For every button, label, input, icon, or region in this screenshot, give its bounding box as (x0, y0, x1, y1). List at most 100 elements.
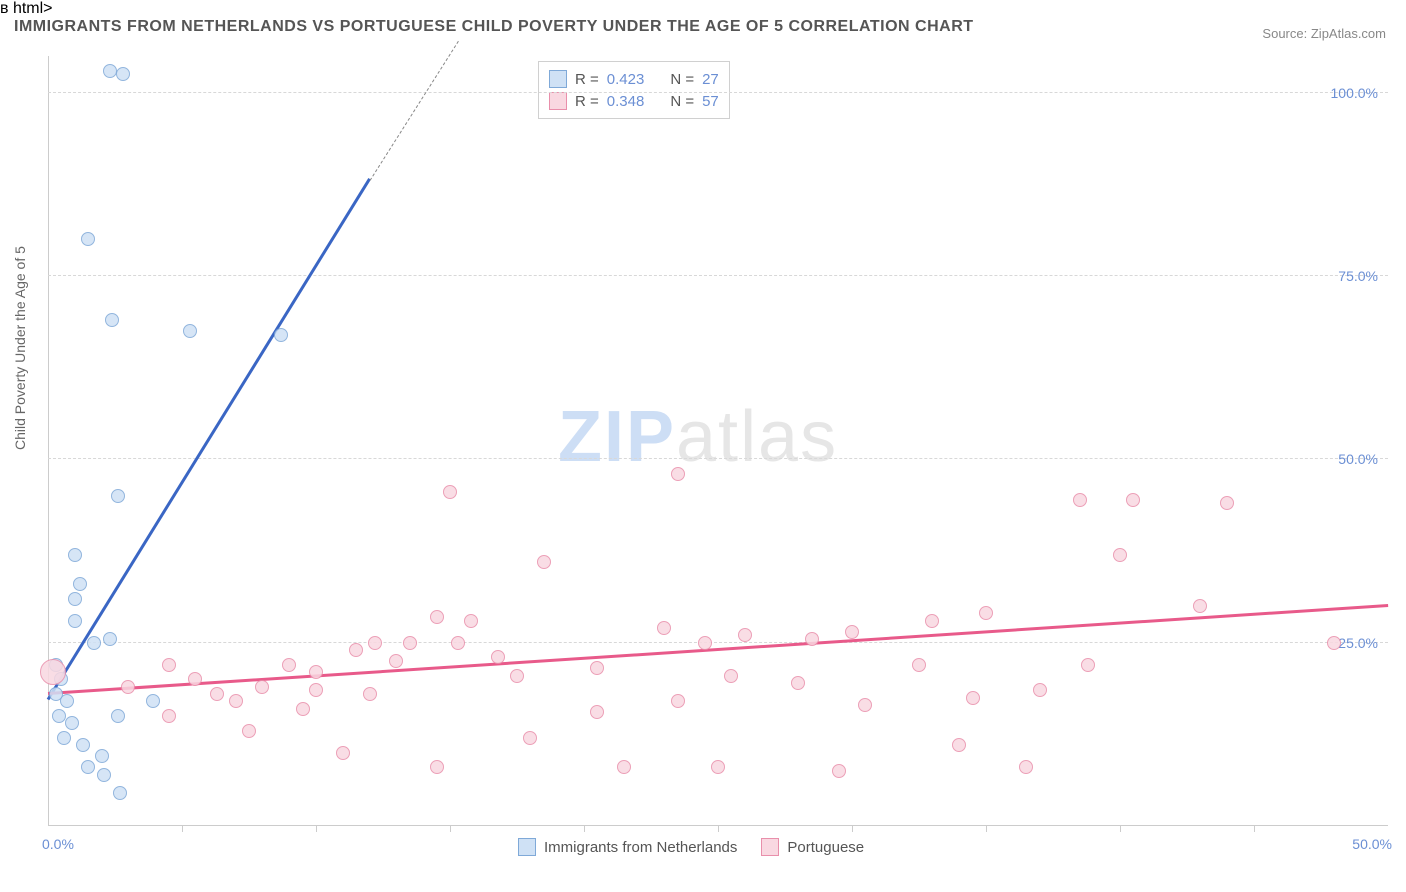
data-point (805, 632, 819, 646)
y-axis-line (48, 56, 49, 826)
data-point (537, 555, 551, 569)
x-tick-mark (852, 826, 853, 832)
source-link[interactable]: ZipAtlas.com (1311, 26, 1386, 41)
data-point (711, 760, 725, 774)
data-point (103, 632, 117, 646)
data-point (113, 786, 127, 800)
x-tick-mark (1120, 826, 1121, 832)
data-point (1327, 636, 1341, 650)
data-point (76, 738, 90, 752)
y-tick-label: 75.0% (1338, 268, 1378, 284)
source-attribution: Source: ZipAtlas.com (1262, 26, 1386, 41)
data-point (443, 485, 457, 499)
swatch-portuguese (549, 92, 567, 110)
trend-line (369, 41, 458, 181)
data-point (81, 232, 95, 246)
y-tick-label: 100.0% (1331, 85, 1378, 101)
data-point (162, 658, 176, 672)
trend-line (48, 604, 1388, 694)
data-point (491, 650, 505, 664)
data-point (617, 760, 631, 774)
correlation-legend: R = 0.423 N = 27 R = 0.348 N = 57 (538, 61, 730, 119)
chart-title: IMMIGRANTS FROM NETHERLANDS VS PORTUGUES… (14, 18, 974, 36)
data-point (68, 548, 82, 562)
data-point (210, 687, 224, 701)
data-point (451, 636, 465, 650)
data-point (336, 746, 350, 760)
gridline (48, 642, 1388, 643)
swatch-netherlands (549, 70, 567, 88)
data-point (52, 709, 66, 723)
data-point (966, 691, 980, 705)
n-label: N = (670, 93, 694, 110)
data-point (68, 592, 82, 606)
y-tick-label: 25.0% (1338, 635, 1378, 651)
r-value-netherlands: 0.423 (607, 71, 645, 88)
data-point (73, 577, 87, 591)
swatch-netherlands-icon (518, 838, 536, 856)
data-point (368, 636, 382, 650)
data-point (1193, 599, 1207, 613)
data-point (105, 313, 119, 327)
data-point (738, 628, 752, 642)
data-point (40, 659, 66, 685)
chart-plot-area: ZIPatlas R = 0.423 N = 27 R = 0.348 N = … (48, 56, 1388, 826)
data-point (229, 694, 243, 708)
data-point (309, 665, 323, 679)
r-value-portuguese: 0.348 (607, 93, 645, 110)
data-point (979, 606, 993, 620)
data-point (832, 764, 846, 778)
x-tick-mark (450, 826, 451, 832)
n-value-netherlands: 27 (702, 71, 719, 88)
data-point (111, 709, 125, 723)
watermark-atlas: atlas (676, 397, 838, 477)
data-point (403, 636, 417, 650)
data-point (57, 731, 71, 745)
n-label: N = (670, 71, 694, 88)
data-point (274, 328, 288, 342)
x-tick-mark (1254, 826, 1255, 832)
data-point (952, 738, 966, 752)
data-point (1126, 493, 1140, 507)
data-point (309, 683, 323, 697)
data-point (255, 680, 269, 694)
gridline (48, 275, 1388, 276)
data-point (858, 698, 872, 712)
data-point (671, 694, 685, 708)
legend-label-portuguese: Portuguese (787, 839, 864, 856)
x-tick-label: 0.0% (42, 836, 74, 852)
data-point (242, 724, 256, 738)
data-point (121, 680, 135, 694)
watermark: ZIPatlas (558, 396, 838, 478)
x-tick-mark (986, 826, 987, 832)
data-point (590, 705, 604, 719)
legend-item-netherlands: Immigrants from Netherlands (518, 838, 737, 856)
data-point (111, 489, 125, 503)
x-tick-mark (718, 826, 719, 832)
data-point (698, 636, 712, 650)
data-point (724, 669, 738, 683)
data-point (671, 467, 685, 481)
x-tick-label: 50.0% (1352, 836, 1392, 852)
data-point (1073, 493, 1087, 507)
data-point (590, 661, 604, 675)
data-point (116, 67, 130, 81)
r-label: R = (575, 71, 599, 88)
legend-row-netherlands: R = 0.423 N = 27 (549, 68, 719, 90)
legend-item-portuguese: Portuguese (761, 838, 864, 856)
watermark-zip: ZIP (558, 397, 676, 477)
r-label: R = (575, 93, 599, 110)
data-point (657, 621, 671, 635)
n-value-portuguese: 57 (702, 93, 719, 110)
data-point (464, 614, 478, 628)
data-point (87, 636, 101, 650)
data-point (845, 625, 859, 639)
data-point (1033, 683, 1047, 697)
data-point (430, 760, 444, 774)
data-point (183, 324, 197, 338)
data-point (912, 658, 926, 672)
series-legend: Immigrants from Netherlands Portuguese (518, 838, 864, 856)
y-tick-label: 50.0% (1338, 451, 1378, 467)
data-point (282, 658, 296, 672)
gridline (48, 92, 1388, 93)
